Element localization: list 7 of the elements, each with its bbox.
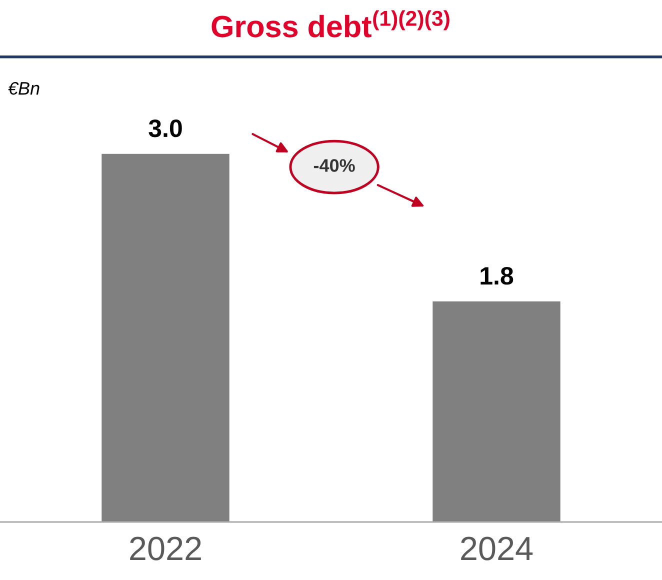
x-tick-label: 2022 (130, 536, 201, 560)
chart-title: Gross debt$^{(1)(2)(3)}$ (212, 10, 450, 38)
annotation: -40% (314, 159, 355, 172)
y-axis-title: €Bn (8, 82, 40, 95)
x-tick-label: 2024 (461, 536, 533, 560)
data-label: 3.0 (148, 119, 182, 138)
data-label: 1.8 (480, 266, 514, 285)
